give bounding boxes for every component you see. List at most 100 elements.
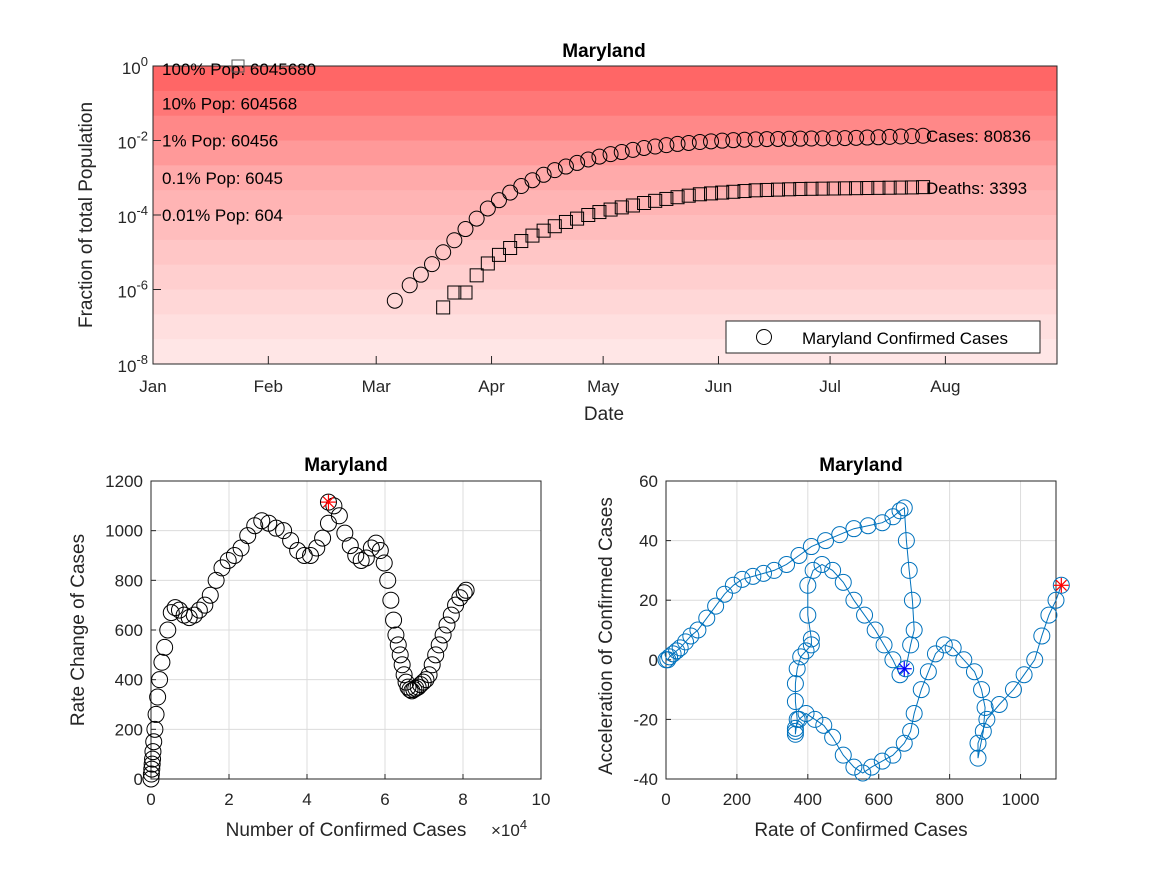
br-point xyxy=(677,633,694,651)
cases-point xyxy=(546,162,563,179)
br-point xyxy=(802,538,820,556)
bl-point xyxy=(144,750,162,768)
bl-point xyxy=(159,621,177,639)
bl-point xyxy=(430,636,448,654)
br-y-tick-label: 40 xyxy=(639,532,658,551)
br-point xyxy=(891,502,909,520)
bl-point xyxy=(385,611,403,629)
bl-point xyxy=(420,666,438,684)
br-y-tick-label: -40 xyxy=(633,770,658,789)
deaths-point xyxy=(436,300,451,315)
br-point xyxy=(724,576,742,594)
br-point xyxy=(786,719,804,737)
br-point xyxy=(1026,651,1044,669)
cases-point xyxy=(624,141,641,158)
top-y-ticks: 100 10-2 10-4 10-6 10-8 xyxy=(118,54,161,376)
br-x-tick-label: 1000 xyxy=(1002,790,1040,809)
bottom-right-panel: -40 -20 0 20 40 60 0 200 400 600 800 1000 Maryland… xyxy=(596,455,1070,841)
bl-point xyxy=(253,512,271,530)
deaths-point xyxy=(447,285,462,300)
br-point xyxy=(866,621,884,639)
br-y-axis-label: Acceleration of Confirmed Cases xyxy=(596,497,617,775)
cases-point xyxy=(636,139,653,156)
population-band xyxy=(153,66,1057,92)
cases-point xyxy=(781,130,798,147)
cases-point xyxy=(535,166,552,183)
br-point xyxy=(884,651,902,669)
cases-point xyxy=(647,138,664,155)
cases-point xyxy=(769,130,786,147)
br-point xyxy=(792,648,810,666)
top-y-tick-label: 100 xyxy=(122,54,148,78)
cases-point xyxy=(792,130,809,147)
br-point xyxy=(974,722,992,740)
cases-point xyxy=(903,128,920,145)
br-point xyxy=(790,547,808,564)
bl-x-tick-label: 10 xyxy=(532,790,551,809)
bl-point xyxy=(142,770,160,788)
bl-y-tick-label: 0 xyxy=(134,770,143,789)
bl-point xyxy=(170,601,188,619)
bl-max-asterisk-stroke xyxy=(322,496,335,508)
deaths-point xyxy=(882,180,897,195)
bl-point xyxy=(417,671,435,689)
bl-x-tick-label: 8 xyxy=(458,790,467,809)
bl-point xyxy=(151,671,169,689)
cases-point xyxy=(803,130,820,147)
bottom-left-panel: 0 200 400 600 800 1000 1200 0 2 4 6 8 10 Maryland N… xyxy=(68,455,550,841)
cases-point xyxy=(557,158,574,175)
br-y-tick-label: -20 xyxy=(633,710,658,729)
deaths-point xyxy=(704,186,719,201)
bl-point xyxy=(382,591,400,609)
top-x-tick-label: Aug xyxy=(930,377,960,396)
population-band xyxy=(153,165,1057,191)
deaths-point xyxy=(804,181,819,196)
deaths-point xyxy=(558,214,573,229)
deaths-point xyxy=(458,285,473,300)
bl-x-axis-label: Number of Confirmed Cases xyxy=(226,820,467,841)
population-band xyxy=(153,239,1057,266)
br-point xyxy=(969,749,987,767)
deaths-point xyxy=(469,268,484,283)
bl-point xyxy=(147,705,165,723)
population-band xyxy=(153,215,1057,241)
cases-point xyxy=(401,277,418,294)
bl-point xyxy=(387,626,405,644)
bl-point xyxy=(389,636,407,654)
br-point xyxy=(856,606,874,624)
br-point xyxy=(944,639,962,657)
br-point xyxy=(733,570,751,588)
br-point xyxy=(845,758,863,776)
top-x-tick-label: Mar xyxy=(362,377,392,396)
bl-y-tick-label: 1200 xyxy=(105,472,143,491)
deaths-point xyxy=(748,183,763,198)
br-end-asterisk-stroke xyxy=(1055,579,1067,591)
br-point xyxy=(682,627,700,645)
cases-point xyxy=(680,134,697,151)
population-band xyxy=(153,264,1057,290)
br-point xyxy=(990,696,1008,713)
cases-point xyxy=(524,172,541,189)
br-point xyxy=(707,597,725,615)
bl-point xyxy=(357,549,375,567)
br-point xyxy=(1033,627,1051,645)
bl-point xyxy=(347,547,365,564)
bl-point xyxy=(423,656,441,674)
top-x-tick-label: Jan xyxy=(139,377,166,396)
br-point xyxy=(799,606,817,624)
deaths-point xyxy=(916,180,931,195)
population-band xyxy=(153,115,1057,141)
deaths-point xyxy=(849,181,864,196)
br-point xyxy=(902,636,920,654)
br-point xyxy=(788,660,806,678)
br-x-tick-label: 400 xyxy=(794,790,822,809)
deaths-point xyxy=(737,184,752,199)
br-point xyxy=(664,645,682,663)
cases-point xyxy=(892,128,909,145)
legend-box xyxy=(725,320,1041,354)
bl-point xyxy=(295,547,313,564)
top-chart-title: Maryland xyxy=(562,41,645,62)
bl-point xyxy=(379,571,397,589)
br-point xyxy=(806,710,824,728)
